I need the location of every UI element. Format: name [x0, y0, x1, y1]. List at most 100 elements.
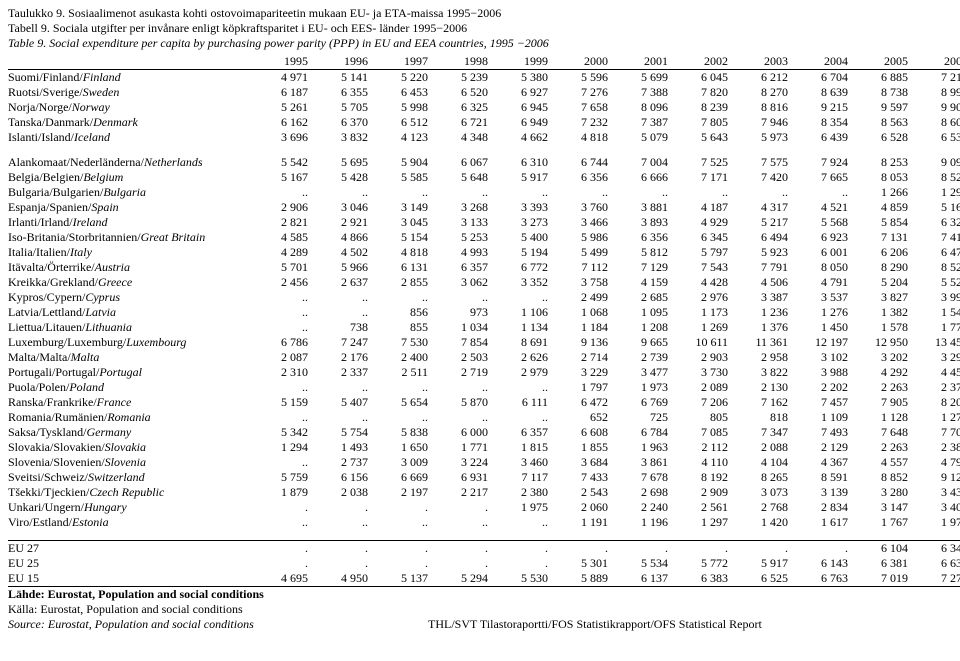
- cell: 6 769: [608, 395, 668, 410]
- cell: 3 202: [848, 350, 908, 365]
- table-row: Liettua/Litauen/Lithuania..7388551 0341 …: [8, 320, 960, 335]
- cell: 3 696: [248, 130, 308, 145]
- cell: 6 528: [848, 130, 908, 145]
- cell: .: [488, 541, 548, 557]
- cell: 6 494: [728, 230, 788, 245]
- cell: ..: [368, 290, 428, 305]
- cell: 1 963: [608, 440, 668, 455]
- cell: 6 439: [788, 130, 848, 145]
- cell: 2 737: [308, 455, 368, 470]
- cell: 8 290: [848, 260, 908, 275]
- col-year: 2004: [788, 53, 848, 70]
- cell: 2 263: [848, 440, 908, 455]
- cell: 7 215: [908, 70, 960, 86]
- cell: 1 771: [428, 440, 488, 455]
- cell: 5 400: [488, 230, 548, 245]
- cell: ..: [428, 290, 488, 305]
- cell: 6 763: [788, 571, 848, 587]
- row-label: Saksa/Tyskland/Germany: [8, 425, 248, 440]
- cell: 8 520: [908, 170, 960, 185]
- cell: 4 502: [308, 245, 368, 260]
- cell: 4 929: [668, 215, 728, 230]
- cell: 5 154: [368, 230, 428, 245]
- cell: 6 356: [608, 230, 668, 245]
- table-row: Ruotsi/Sverige/Sweden6 1876 3556 4536 52…: [8, 85, 960, 100]
- cell: 8 253: [848, 155, 908, 170]
- cell: 1 128: [848, 410, 908, 425]
- row-label: Espanja/Spanien/Spain: [8, 200, 248, 215]
- cell: 5 525: [908, 275, 960, 290]
- center-note: THL/SVT Tilastoraportti/FOS Statistikrap…: [428, 617, 762, 631]
- cell: .: [788, 541, 848, 557]
- cell: 2 921: [308, 215, 368, 230]
- row-label: Puola/Polen/Poland: [8, 380, 248, 395]
- cell: ..: [248, 380, 308, 395]
- cell: 6 310: [488, 155, 548, 170]
- cell: 6 187: [248, 85, 308, 100]
- cell: 2 217: [428, 485, 488, 500]
- cell: ..: [308, 185, 368, 200]
- cell: ..: [668, 185, 728, 200]
- cell: 7 171: [668, 170, 728, 185]
- cell: 738: [308, 320, 368, 335]
- cell: 1 650: [368, 440, 428, 455]
- cell: .: [668, 541, 728, 557]
- table-row: Slovakia/Slovakien/Slovakia1 2941 4931 6…: [8, 440, 960, 455]
- cell: 2 834: [788, 500, 848, 515]
- cell: 1 767: [848, 515, 908, 530]
- cell: 7 162: [728, 395, 788, 410]
- cell: 2 685: [608, 290, 668, 305]
- cell: ..: [308, 515, 368, 530]
- cell: 3 827: [848, 290, 908, 305]
- cell: .: [368, 500, 428, 515]
- cell: ..: [248, 410, 308, 425]
- cell: 9 136: [548, 335, 608, 350]
- cell: 8 050: [788, 260, 848, 275]
- table-row: Luxemburg/Luxemburg/Luxembourg6 7867 247…: [8, 335, 960, 350]
- col-year: 2005: [848, 53, 908, 70]
- cell: 6 931: [428, 470, 488, 485]
- cell: 2 739: [608, 350, 668, 365]
- row-label: Ranska/Frankrike/France: [8, 395, 248, 410]
- cell: 7 388: [608, 85, 668, 100]
- cell: 2 373: [908, 380, 960, 395]
- cell: ..: [428, 515, 488, 530]
- cell: 1 034: [428, 320, 488, 335]
- cell: ..: [488, 380, 548, 395]
- cell: .: [248, 541, 308, 557]
- cell: 3 760: [548, 200, 608, 215]
- cell: ..: [488, 515, 548, 530]
- cell: .: [368, 541, 428, 557]
- cell: ..: [488, 290, 548, 305]
- cell: .: [548, 541, 608, 557]
- row-label: Romania/Rumänien/Romania: [8, 410, 248, 425]
- cell: 7 530: [368, 335, 428, 350]
- cell: 1 134: [488, 320, 548, 335]
- cell: 1 208: [608, 320, 668, 335]
- table-row: Malta/Malta/Malta2 0872 1762 4002 5032 6…: [8, 350, 960, 365]
- cell: 5 079: [608, 130, 668, 145]
- col-year: 1995: [248, 53, 308, 70]
- cell: 6 162: [248, 115, 308, 130]
- cell: 3 881: [608, 200, 668, 215]
- cell: 1 973: [608, 380, 668, 395]
- cell: 4 818: [368, 245, 428, 260]
- table-row: EU 25.....5 3015 5345 7725 9176 1436 381…: [8, 556, 960, 571]
- cell: 6 131: [368, 260, 428, 275]
- cell: 1 420: [728, 515, 788, 530]
- cell: 5 889: [548, 571, 608, 587]
- cell: 2 768: [728, 500, 788, 515]
- cell: 5 759: [248, 470, 308, 485]
- cell: 8 998: [908, 85, 960, 100]
- cell: 5 542: [248, 155, 308, 170]
- cell: 7 278: [908, 571, 960, 587]
- cell: 5 220: [368, 70, 428, 86]
- cell: 5 923: [728, 245, 788, 260]
- cell: 3 280: [848, 485, 908, 500]
- cell: 3 268: [428, 200, 488, 215]
- cell: 1 376: [728, 320, 788, 335]
- cell: 4 971: [248, 70, 308, 86]
- cell: 6 156: [308, 470, 368, 485]
- cell: 3 045: [368, 215, 428, 230]
- cell: 3 298: [908, 350, 960, 365]
